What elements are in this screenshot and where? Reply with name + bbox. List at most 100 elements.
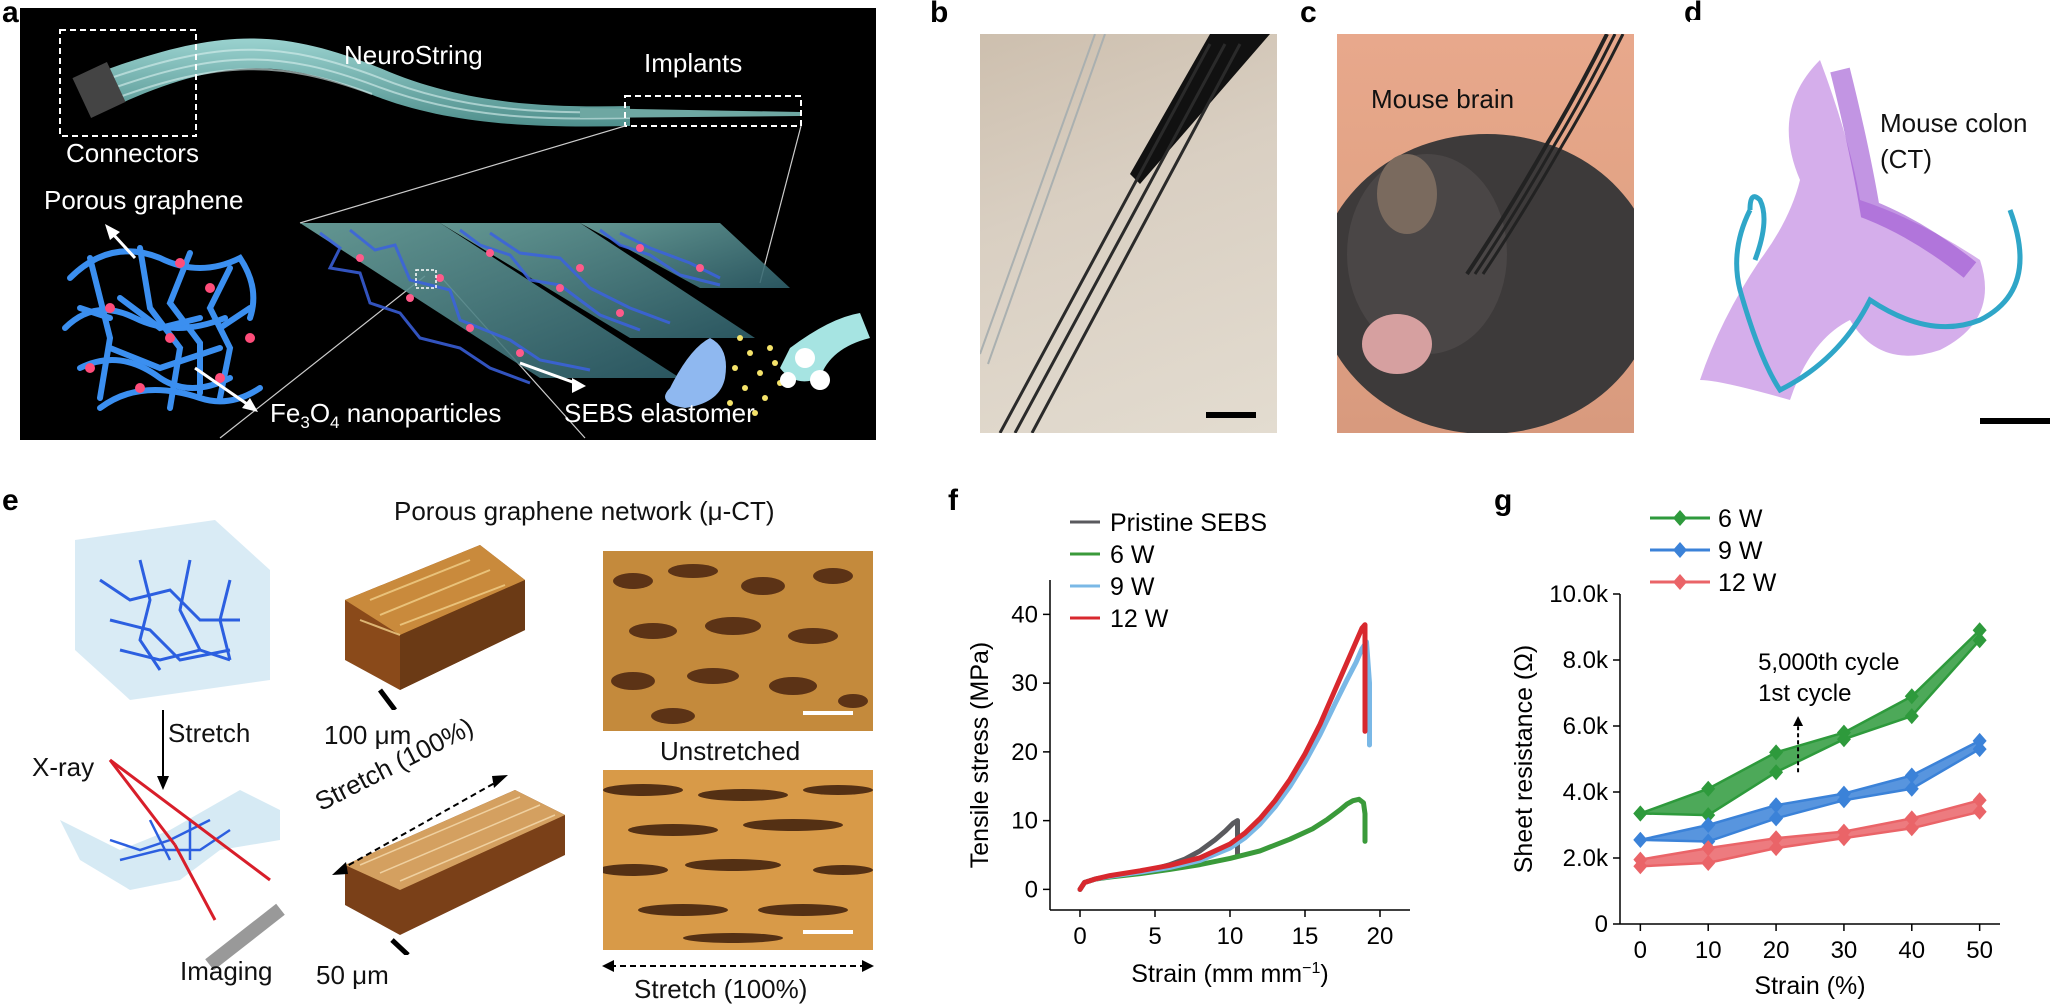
y-tick-label: 30 bbox=[1011, 670, 1038, 697]
label-implants: Implants bbox=[644, 48, 743, 78]
label-unstretched: Unstretched bbox=[660, 736, 801, 766]
series-line-last bbox=[1640, 799, 1980, 861]
panel-c-photo: Mouse brain bbox=[1337, 34, 1634, 433]
data-point-marker bbox=[1904, 820, 1919, 837]
data-point-marker bbox=[1633, 851, 1648, 868]
data-point-marker bbox=[1904, 780, 1919, 797]
stretch-arrow-horizontal bbox=[602, 960, 874, 972]
y-tick-label: 0 bbox=[1595, 911, 1608, 938]
x-tick-label: 20 bbox=[1763, 937, 1790, 964]
uct-unstretched-render bbox=[340, 540, 530, 710]
y-tick-label: 10 bbox=[1011, 808, 1038, 835]
data-point-marker bbox=[1836, 724, 1851, 741]
data-point-marker bbox=[1972, 792, 1987, 809]
series-line-first bbox=[1640, 810, 1980, 868]
chart-f-tensile: 0 5 10 15 20 0 10 20 30 40 Strain (mm mm−1) Tensile… bbox=[966, 509, 1410, 988]
data-point-marker bbox=[1836, 785, 1851, 802]
y-tick-label: 40 bbox=[1011, 601, 1038, 628]
data-point-marker bbox=[1972, 732, 1987, 749]
x-tick-label: 50 bbox=[1966, 937, 1993, 964]
legend-label: 6 W bbox=[1110, 541, 1155, 569]
legend-label: 9 W bbox=[1718, 537, 1763, 565]
label-sebs-elastomer: SEBS elastomer bbox=[564, 398, 755, 428]
scale-bar-unstretched bbox=[803, 711, 853, 715]
legend-label: 6 W bbox=[1718, 505, 1763, 533]
panel-letter-b: b bbox=[930, 0, 949, 29]
cross-section-stretched bbox=[603, 770, 873, 950]
mouse-photo bbox=[1337, 34, 1634, 433]
panel-b-photo bbox=[980, 34, 1277, 433]
data-point-marker bbox=[1701, 807, 1716, 824]
data-point-marker bbox=[1633, 831, 1648, 848]
data-point-marker bbox=[1701, 840, 1716, 857]
graphene-cube bbox=[75, 520, 270, 700]
data-point-marker bbox=[1904, 708, 1919, 725]
panel-letter-a: a bbox=[2, 0, 19, 29]
uct-stretched-render bbox=[340, 775, 570, 955]
series-band-12-w bbox=[1640, 800, 1980, 867]
legend-label: Pristine SEBS bbox=[1110, 509, 1267, 537]
series-line-first bbox=[1640, 639, 1981, 817]
legend-label: 12 W bbox=[1718, 569, 1777, 597]
implant-strip-1 bbox=[300, 223, 680, 378]
data-point-marker bbox=[1701, 817, 1716, 833]
data-point-marker bbox=[1769, 840, 1784, 857]
label-neurostring: NeuroString bbox=[344, 40, 483, 70]
imaging-detector bbox=[205, 903, 285, 971]
y-axis-label: Tensile stress (MPa) bbox=[966, 642, 994, 868]
legend-label: 12 W bbox=[1110, 605, 1169, 633]
label-porous-graphene-network: Porous graphene network (μ-CT) bbox=[394, 496, 775, 526]
label-stretch: Stretch bbox=[168, 718, 251, 748]
data-point-marker bbox=[1769, 810, 1784, 827]
data-point-marker bbox=[1836, 823, 1851, 840]
implants-box bbox=[624, 95, 802, 127]
series-line-12-w bbox=[1077, 622, 1368, 892]
series-line-last bbox=[1640, 739, 1981, 842]
panel-letter-c: c bbox=[1300, 0, 1317, 29]
data-point-marker bbox=[1904, 767, 1919, 784]
legend-marker bbox=[1673, 574, 1687, 590]
annotation-1st-cycle: 1st cycle bbox=[1758, 680, 1851, 707]
y-axis-label: Sheet resistance (Ω) bbox=[1510, 645, 1538, 874]
data-point-marker bbox=[1769, 764, 1784, 781]
x-tick-label: 15 bbox=[1292, 923, 1319, 950]
panel-a-schematic: NeuroString Implants Connectors Porous g… bbox=[20, 8, 876, 440]
colon-ct-image bbox=[1700, 60, 2050, 424]
connectors-box bbox=[59, 29, 197, 137]
y-tick-label: 10.0k bbox=[1549, 581, 1609, 608]
neurostring-illustration bbox=[59, 29, 870, 439]
legend-label: 9 W bbox=[1110, 573, 1155, 601]
data-point-marker bbox=[1701, 854, 1716, 871]
y-tick-label: 6.0k bbox=[1563, 713, 1609, 740]
x-tick-label: 10 bbox=[1695, 937, 1722, 964]
panel-d-ct: Mouse colon (CT) bbox=[1690, 20, 2055, 460]
scale-bar-stretched bbox=[803, 930, 853, 934]
label-mouse-colon: Mouse colon bbox=[1880, 108, 2028, 138]
data-point-marker bbox=[1904, 688, 1919, 705]
label-fe3o4-nanoparticles: Fe3O4 nanoparticles bbox=[270, 398, 502, 433]
series-line-9-w bbox=[1077, 639, 1372, 892]
panel-letter-f: f bbox=[948, 484, 958, 517]
probe-photo bbox=[980, 34, 1270, 433]
legend-marker bbox=[1673, 542, 1687, 558]
label-scale-50um: 50 μm bbox=[316, 960, 389, 990]
panel-e-diagram bbox=[60, 520, 285, 971]
x-tick-label: 5 bbox=[1148, 923, 1161, 950]
label-stretch-100-bottom: Stretch (100%) bbox=[634, 974, 808, 1004]
label-mouse-brain: Mouse brain bbox=[1371, 84, 1515, 114]
data-point-marker bbox=[1972, 803, 1987, 820]
x-axis-label: Strain (mm mm−1) bbox=[1131, 960, 1328, 988]
stretch-arrow-diagonal bbox=[332, 775, 508, 875]
series-line-last bbox=[1639, 629, 1981, 815]
data-point-marker bbox=[1972, 622, 1987, 639]
porous-graphene-blob bbox=[62, 245, 263, 411]
data-point-marker bbox=[1904, 810, 1919, 827]
zoom-box bbox=[415, 269, 437, 289]
panel-letter-e: e bbox=[2, 484, 19, 517]
x-tick-label: 40 bbox=[1898, 937, 1925, 964]
data-point-marker bbox=[1972, 632, 1987, 649]
label-scale-100um: 100 μm bbox=[324, 720, 412, 750]
annotation-arrowhead bbox=[1793, 716, 1804, 726]
panel-letter-g: g bbox=[1494, 484, 1513, 517]
data-point-marker bbox=[1769, 830, 1784, 847]
